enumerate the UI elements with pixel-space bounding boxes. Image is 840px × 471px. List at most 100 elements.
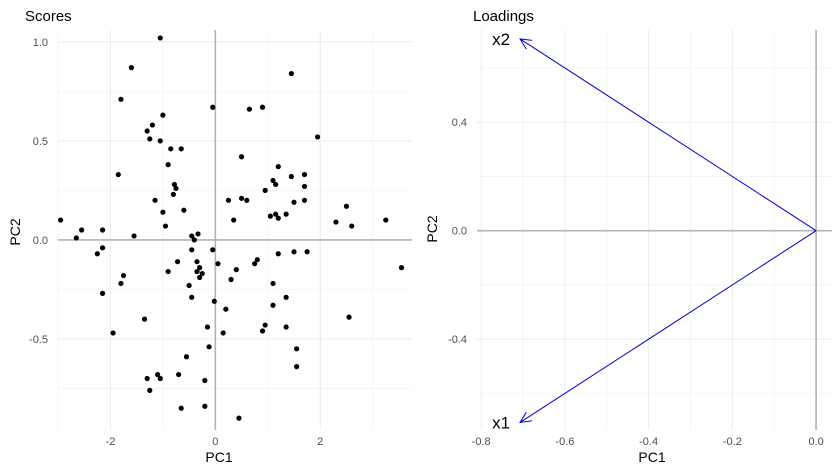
loadings-x-tick-label: 0.0 <box>808 436 823 448</box>
score-point <box>183 354 190 360</box>
score-point <box>294 364 300 370</box>
score-point <box>270 302 276 308</box>
score-point <box>262 322 268 328</box>
score-point <box>99 290 106 296</box>
score-point <box>294 346 300 352</box>
score-point <box>157 375 163 382</box>
score-point <box>171 181 178 188</box>
score-point <box>333 219 339 225</box>
score-point <box>210 104 216 110</box>
score-point <box>383 217 389 223</box>
score-point <box>301 171 308 178</box>
score-point <box>304 249 310 255</box>
loadings-y-tick-labels: -0.4 0.0 0.4 <box>448 117 467 346</box>
score-point <box>79 227 85 233</box>
loadings-title: Loadings <box>473 8 534 25</box>
loading-arrowhead-x1 <box>519 411 533 424</box>
scores-y-tick-labels: -0.5 0.0 0.5 1.0 <box>29 37 48 346</box>
score-point <box>273 181 279 188</box>
score-point <box>168 146 174 152</box>
loadings-x-tick-label: -0.8 <box>472 436 491 448</box>
score-point <box>283 294 289 300</box>
loading-label-x1: x1 <box>492 413 510 432</box>
scores-y-tick-label: 0.5 <box>33 136 48 148</box>
score-point <box>275 251 281 257</box>
scores-y-tick-label: -0.5 <box>29 334 48 346</box>
score-point <box>202 403 208 409</box>
scores-x-axis-title: PC1 <box>205 449 232 465</box>
score-point <box>291 249 297 255</box>
score-point <box>149 122 155 128</box>
score-point <box>99 245 106 251</box>
score-point <box>343 203 350 209</box>
score-point <box>128 65 135 71</box>
score-point <box>206 344 212 350</box>
score-point <box>118 96 124 102</box>
scores-panel: -2 0 2 -0.5 0.0 0.5 1.0 Scores PC1 PC2 <box>7 8 412 465</box>
score-point <box>157 138 163 144</box>
loadings-y-tick-label: 0.0 <box>452 226 467 238</box>
score-point <box>160 209 166 215</box>
scores-y-axis-title: PC2 <box>7 218 23 245</box>
score-point <box>259 328 266 334</box>
loadings-arrows: x2 x1 <box>492 30 817 432</box>
score-point <box>315 134 321 140</box>
scores-zero-lines <box>58 30 412 430</box>
score-point <box>238 154 245 160</box>
score-point <box>178 146 184 152</box>
score-point <box>194 259 200 265</box>
score-point <box>118 280 124 287</box>
score-point <box>58 217 64 223</box>
score-point <box>155 371 161 378</box>
score-point <box>144 128 150 134</box>
score-point <box>147 387 153 393</box>
score-point <box>210 247 216 253</box>
score-point <box>160 112 166 118</box>
score-point <box>202 377 208 384</box>
score-point <box>147 136 153 142</box>
loadings-y-axis-title: PC2 <box>424 215 440 242</box>
score-point <box>215 261 221 267</box>
loadings-x-tick-label: -0.6 <box>555 436 574 448</box>
scores-x-tick-label: 2 <box>317 436 323 448</box>
loading-arrow-x1 <box>519 230 817 423</box>
score-point <box>189 247 195 253</box>
score-point <box>233 267 239 273</box>
score-point <box>398 265 405 271</box>
scores-x-tick-label: 0 <box>212 436 218 448</box>
score-point <box>173 185 179 192</box>
score-point <box>283 211 289 217</box>
score-point <box>115 171 121 178</box>
score-point <box>275 164 281 170</box>
scores-y-tick-label: 1.0 <box>33 37 48 49</box>
score-point <box>231 217 237 223</box>
score-point <box>181 207 187 213</box>
score-point <box>262 187 268 193</box>
score-point <box>170 191 176 197</box>
loadings-x-tick-labels: -0.8 -0.6 -0.4 -0.2 0.0 <box>472 436 824 448</box>
loadings-y-tick-label: 0.4 <box>452 117 467 129</box>
score-point <box>162 223 169 229</box>
score-point <box>252 261 258 267</box>
score-point <box>141 316 148 322</box>
loading-arrow-x2 <box>519 38 817 232</box>
score-point <box>283 324 289 330</box>
score-point <box>195 231 201 237</box>
scores-y-tick-label: 0.0 <box>33 235 48 247</box>
score-point <box>197 274 203 281</box>
score-point <box>99 227 106 233</box>
score-point <box>246 106 253 112</box>
loadings-y-tick-label: -0.4 <box>448 334 467 346</box>
score-point <box>204 324 211 330</box>
score-point <box>174 259 181 265</box>
score-point <box>236 415 242 421</box>
score-point <box>225 197 232 203</box>
score-point <box>189 294 195 300</box>
score-point <box>244 197 250 203</box>
score-point <box>189 233 195 239</box>
score-point <box>273 211 279 217</box>
loadings-x-tick-label: -0.4 <box>639 436 658 448</box>
score-point <box>194 268 200 275</box>
score-point <box>259 104 266 110</box>
